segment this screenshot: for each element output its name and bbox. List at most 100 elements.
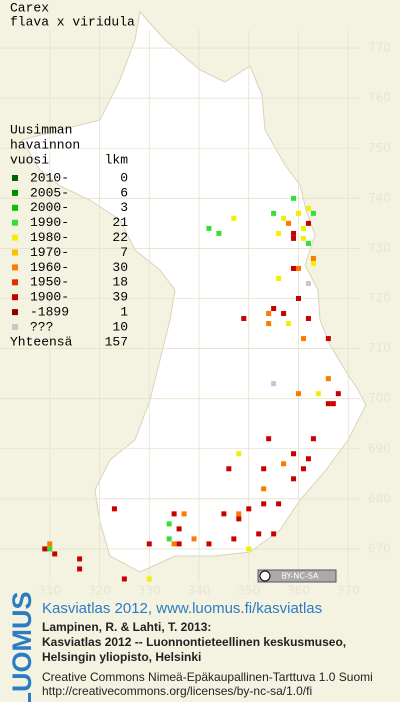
legend-label: 2005-: [30, 185, 69, 200]
observation-square: [261, 466, 267, 472]
observation-square: [271, 210, 277, 216]
observation-square: [146, 541, 152, 547]
observation-square: [335, 391, 341, 397]
citation: Helsingin yliopisto, Helsinki: [42, 650, 201, 664]
legend-swatch: [12, 279, 18, 286]
x-tick-label: 350: [237, 584, 260, 598]
legend-count: 22: [112, 230, 128, 245]
legend-title: havainnon: [10, 137, 80, 152]
legend-label: 1950-: [30, 275, 69, 290]
observation-square: [171, 541, 177, 547]
title: Carex: [10, 0, 49, 15]
logo: LUOMUS: [7, 592, 37, 702]
y-tick-label: 720: [368, 291, 391, 305]
legend-label: 2010-: [30, 170, 69, 185]
legend-swatch: [12, 175, 18, 181]
observation-square: [296, 265, 301, 271]
observation-square: [271, 306, 277, 312]
observation-square: [291, 265, 297, 271]
observation-square: [261, 501, 267, 507]
observation-square: [181, 511, 187, 517]
observation-square: [261, 486, 267, 492]
observation-square: [291, 451, 297, 457]
legend-count: 0: [120, 170, 128, 185]
legend-count-header: lkm: [105, 152, 129, 167]
observation-square: [246, 506, 252, 512]
observation-square: [276, 501, 282, 507]
legend-count: 21: [112, 215, 128, 230]
observation-square: [121, 576, 127, 582]
observation-square: [305, 220, 311, 226]
legend-label: 1960-: [30, 260, 69, 275]
observation-square: [42, 546, 48, 552]
badge-text: BY-NC-SA: [281, 572, 319, 581]
observation-square: [281, 215, 287, 221]
observation-square: [305, 316, 311, 322]
legend-label: 2000-: [30, 200, 69, 215]
license-url: http://creativecommons.org/licenses/by-n…: [42, 684, 312, 698]
legend-swatch: [12, 234, 18, 241]
legend-label: ???: [30, 319, 53, 334]
legend-swatch: [12, 309, 18, 316]
observation-square: [281, 461, 287, 467]
y-tick-label: 760: [368, 91, 391, 105]
legend-count: 3: [120, 200, 128, 215]
legend-swatch: [12, 249, 18, 256]
legend-swatch: [12, 204, 18, 211]
observation-square: [296, 296, 301, 301]
observation-square: [166, 521, 172, 527]
legend-count: 6: [120, 185, 128, 200]
x-tick-label: 310: [38, 584, 61, 598]
legend-label: 1980-: [30, 230, 69, 245]
cc-badge: BY-NC-SA: [257, 569, 337, 583]
observation-square: [146, 576, 152, 582]
legend-total-label: Yhteensä: [10, 334, 73, 349]
observation-square: [310, 210, 316, 216]
observation-square: [77, 556, 83, 562]
headline: Kasviatlas 2012, www.luomus.fi/kasviatla…: [42, 600, 322, 617]
observation-square: [236, 516, 242, 522]
observation-square: [246, 546, 252, 552]
legend-title: Uusimman: [10, 122, 72, 137]
y-tick-label: 730: [368, 241, 391, 255]
observation-square: [291, 476, 297, 482]
observation-square: [231, 215, 237, 221]
observation-square: [305, 205, 311, 211]
observation-square: [266, 436, 272, 442]
x-tick-label: 330: [138, 584, 161, 598]
observation-square: [176, 541, 182, 547]
observation-square: [236, 511, 242, 517]
observation-square: [291, 230, 297, 236]
observation-square: [256, 531, 262, 537]
x-tick-label: 320: [88, 584, 111, 598]
observation-square: [166, 536, 172, 542]
observation-square: [310, 260, 316, 266]
observation-square: [315, 391, 321, 397]
observation-square: [206, 541, 212, 547]
x-tick-label: 340: [188, 584, 211, 598]
observation-square: [300, 466, 306, 472]
y-tick-label: 740: [368, 191, 391, 205]
observation-square: [330, 401, 336, 407]
legend-count: 39: [112, 290, 128, 305]
observation-square: [266, 321, 272, 327]
y-tick-label: 750: [368, 141, 391, 155]
observation-square: [241, 316, 247, 322]
x-tick-label: 360: [287, 584, 310, 598]
observation-square: [296, 391, 301, 397]
observation-square: [216, 230, 222, 236]
legend-title: vuosi: [10, 152, 49, 167]
y-tick-label: 670: [368, 541, 391, 555]
legend-label: 1900-: [30, 290, 69, 305]
observation-square: [206, 225, 212, 231]
observation-square: [300, 235, 306, 241]
observation-square: [271, 531, 277, 537]
observation-square: [276, 230, 282, 236]
observation-square: [271, 381, 277, 387]
observation-square: [176, 526, 182, 532]
citation: Lampinen, R. & Lahti, T. 2013:: [42, 620, 211, 634]
y-tick-label: 710: [368, 341, 391, 355]
legend-count: 18: [112, 275, 128, 290]
observation-square: [300, 336, 306, 342]
